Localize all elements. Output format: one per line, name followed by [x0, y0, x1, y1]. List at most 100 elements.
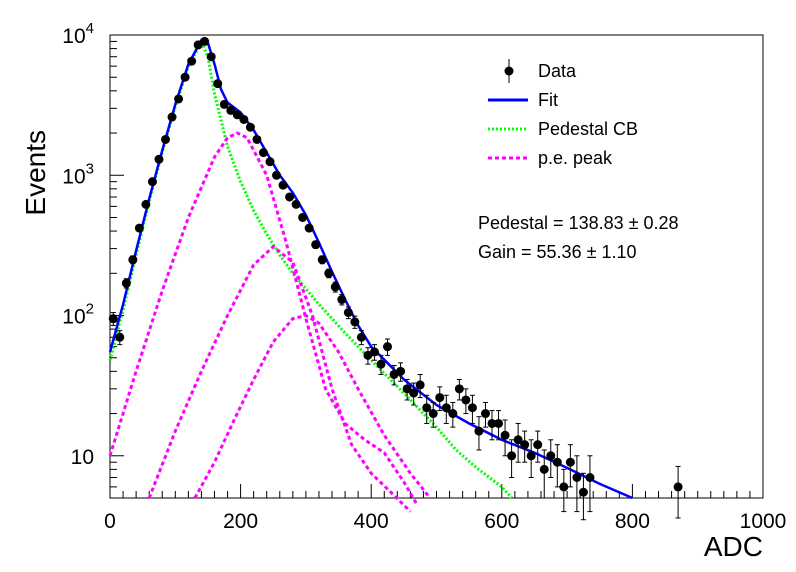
data-point	[572, 473, 582, 483]
data-point	[134, 223, 144, 233]
data-point	[128, 255, 138, 265]
data-point	[415, 380, 425, 390]
y-tick-label: 10	[71, 446, 94, 469]
data-point	[559, 482, 569, 492]
data-point	[526, 451, 536, 461]
data-point	[369, 347, 379, 357]
data-point	[121, 278, 131, 288]
data-point	[448, 409, 458, 419]
data-point	[285, 192, 295, 202]
data-point	[245, 122, 255, 132]
plot-frame	[109, 34, 764, 499]
data-point	[546, 451, 556, 461]
x-tick-label: 1000	[740, 510, 787, 533]
data-point	[187, 56, 197, 66]
data-point	[174, 94, 184, 104]
data-point	[167, 112, 177, 122]
data-point	[298, 212, 308, 222]
data-point	[461, 395, 471, 405]
data-point	[565, 457, 575, 467]
pe3-curve	[193, 313, 432, 499]
legend: Data Fit Pedestal CB p.e. peak	[488, 59, 638, 168]
data-point	[533, 440, 543, 450]
x-tick-label: 200	[223, 510, 258, 533]
data-point	[454, 384, 464, 394]
legend-label-pe: p.e. peak	[538, 148, 613, 168]
data-point	[272, 170, 282, 180]
data-point	[673, 482, 683, 492]
data-point	[383, 342, 393, 352]
data-point	[343, 308, 353, 318]
x-axis-title: ADC	[704, 531, 763, 562]
data-point	[396, 366, 406, 376]
data-point	[219, 99, 229, 109]
data-point	[350, 317, 360, 327]
data-point	[494, 418, 504, 428]
data-points	[108, 36, 683, 521]
y-axis-title: Events	[20, 130, 51, 216]
data-point	[108, 314, 118, 324]
data-point	[428, 409, 438, 419]
x-tick-label: 400	[354, 510, 389, 533]
gain-annotation: Gain = 55.36 ± 1.10	[478, 242, 637, 262]
pedestal-annotation: Pedestal = 138.83 ± 0.28	[478, 213, 679, 233]
data-point	[500, 430, 510, 440]
y-tick-label: 102	[62, 301, 94, 329]
data-point	[317, 255, 327, 265]
data-point	[324, 268, 334, 278]
data-point	[520, 440, 530, 450]
data-point	[507, 451, 517, 461]
data-point	[435, 393, 445, 403]
data-point	[467, 403, 477, 413]
data-point	[356, 332, 366, 342]
data-point	[265, 157, 275, 167]
data-point	[376, 359, 386, 369]
data-point	[147, 177, 157, 187]
y-axis: 10 102 103 104	[62, 20, 124, 499]
data-point	[441, 403, 451, 413]
data-point	[552, 457, 562, 467]
data-point	[402, 384, 412, 394]
pe1-curve	[108, 131, 419, 506]
data-point	[278, 180, 288, 190]
data-point	[480, 409, 490, 419]
data-point	[585, 473, 595, 483]
legend-label-data: Data	[538, 61, 577, 81]
data-point	[154, 154, 164, 164]
data-point	[206, 52, 216, 62]
data-point	[258, 148, 268, 158]
data-point	[422, 403, 432, 413]
x-tick-label: 0	[104, 510, 116, 533]
x-axis: 0 200 400 600 800 1000	[104, 484, 786, 533]
data-point	[291, 199, 301, 209]
y-tick-label: 103	[62, 160, 94, 188]
data-point	[232, 110, 242, 120]
data-point	[115, 332, 125, 342]
data-point	[141, 199, 151, 209]
legend-label-fit: Fit	[538, 90, 558, 110]
data-point	[578, 487, 588, 497]
legend-marker-data	[504, 66, 514, 76]
data-point	[474, 426, 484, 436]
x-tick-label: 600	[484, 510, 519, 533]
data-point	[330, 282, 340, 292]
y-tick-label: 104	[62, 20, 94, 48]
pe2-curve	[147, 244, 412, 513]
x-tick-label: 800	[615, 510, 650, 533]
data-point	[409, 388, 419, 398]
data-point	[200, 36, 210, 46]
data-point	[487, 418, 497, 428]
data-point	[304, 223, 314, 233]
data-point	[539, 464, 549, 474]
data-point	[161, 134, 171, 144]
data-point	[513, 435, 523, 445]
legend-label-pedestal: Pedestal CB	[538, 119, 638, 139]
data-point	[311, 240, 321, 250]
data-point	[337, 295, 347, 305]
data-point	[239, 114, 249, 124]
data-point	[226, 105, 236, 115]
pedestal-curve	[108, 38, 513, 499]
data-point	[180, 72, 190, 82]
data-point	[252, 134, 262, 144]
